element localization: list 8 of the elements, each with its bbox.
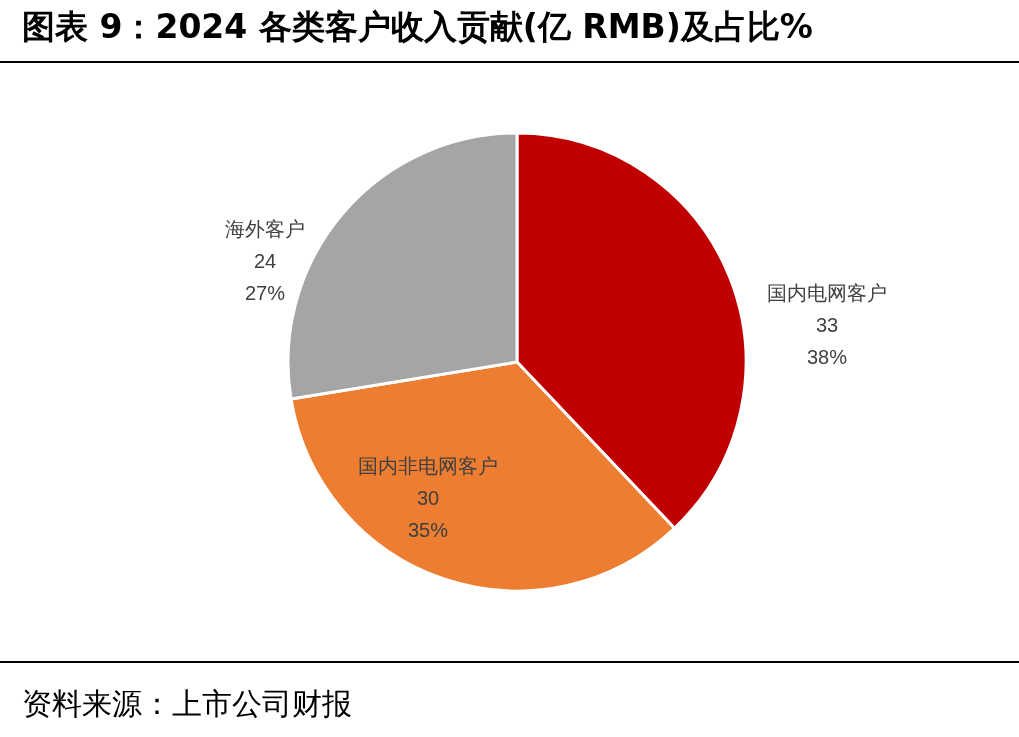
data-label: 33 38% bbox=[806, 314, 848, 368]
slice-label: 国内电网客户 bbox=[767, 282, 887, 304]
text: 资料来源：上市公司财报 bbox=[22, 686, 352, 721]
slice-label: 国内非电网客户 bbox=[358, 455, 498, 477]
data-label: 30 35% bbox=[407, 487, 449, 541]
chart-title: 图表 9：2024 各类客户收入贡献(亿 RMB)及占比% bbox=[22, 7, 813, 46]
data-label: 24 27% bbox=[244, 250, 286, 304]
slice-label: 海外客户 bbox=[225, 218, 305, 240]
